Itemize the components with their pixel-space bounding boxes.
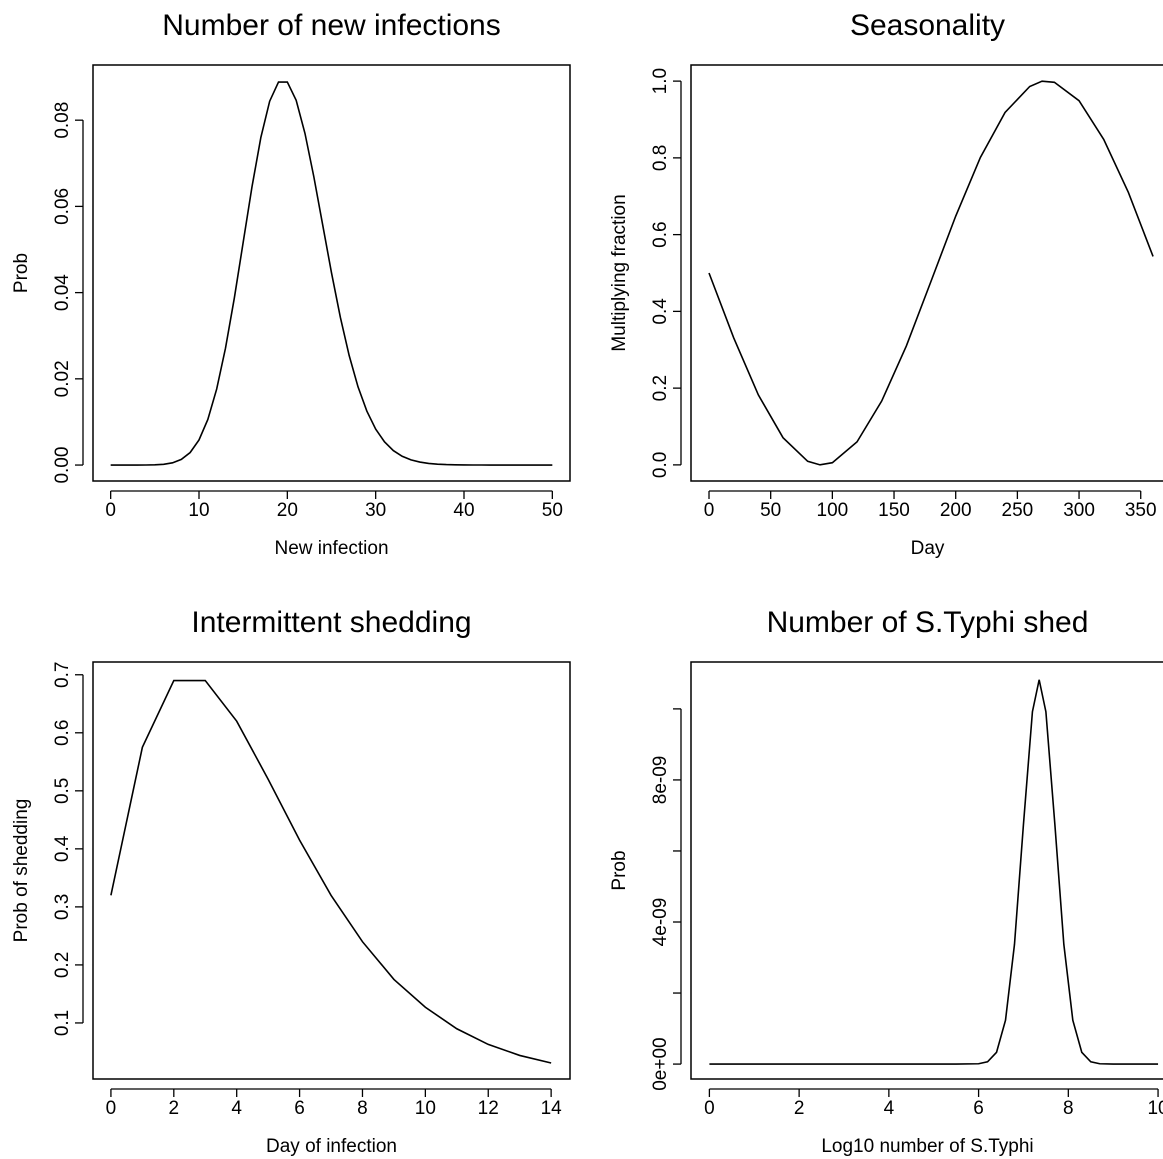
y-axis-label: Prob	[609, 850, 630, 890]
x-tick-label: 10	[188, 500, 209, 521]
y-axis-label: Prob	[11, 253, 32, 293]
y-tick-label: 0.4	[650, 298, 671, 325]
chart-title: Intermittent shedding	[191, 606, 471, 639]
data-line	[708, 80, 1154, 466]
y-tick-label: 0e+00	[650, 1037, 671, 1090]
y-tick-label: 0.2	[650, 375, 671, 401]
x-tick-label: 50	[542, 500, 563, 521]
x-tick-label: 8	[1063, 1098, 1074, 1119]
x-tick-label: 0	[704, 500, 715, 521]
y-tick-label: 0.6	[650, 221, 671, 247]
y-tick-label: 0.5	[52, 778, 73, 804]
y-tick-label: 0.06	[52, 188, 73, 225]
x-tick-label: 40	[453, 500, 474, 521]
y-tick-label: 0.0	[650, 452, 671, 478]
x-tick-label: 10	[1147, 1098, 1163, 1119]
plot-box	[690, 661, 1163, 1080]
x-tick-label: 6	[294, 1098, 305, 1119]
x-tick-label: 350	[1125, 500, 1157, 521]
x-axis-label: Day	[911, 538, 945, 559]
x-tick-label: 300	[1063, 500, 1095, 521]
x-axis-label: Log10 number of S.Typhi	[821, 1136, 1033, 1157]
y-axis-label: Multiplying fraction	[609, 194, 630, 351]
y-tick-label: 0.04	[52, 274, 73, 311]
x-tick-label: 2	[169, 1098, 180, 1119]
y-tick-label: 0.8	[650, 145, 671, 171]
y-tick-label: 0.00	[52, 447, 73, 484]
y-tick-label: 0.7	[52, 662, 73, 688]
chart-title: Number of new infections	[162, 9, 501, 42]
plot-box	[690, 64, 1163, 482]
y-tick-label: 0.4	[52, 835, 73, 862]
y-axis-label: Prob of shedding	[11, 799, 32, 943]
chart-title: Number of S.Typhi shed	[767, 606, 1089, 639]
x-axis-label: New infection	[274, 538, 388, 559]
x-tick-label: 6	[973, 1098, 984, 1119]
x-tick-label: 10	[415, 1098, 436, 1119]
x-tick-label: 4	[231, 1098, 242, 1119]
x-tick-label: 0	[106, 1098, 117, 1119]
x-tick-label: 14	[541, 1098, 563, 1119]
x-tick-label: 4	[884, 1098, 895, 1119]
y-tick-label: 0.08	[52, 102, 73, 139]
x-tick-label: 100	[817, 500, 849, 521]
y-tick-label: 0.2	[52, 952, 73, 978]
x-tick-label: 150	[878, 500, 910, 521]
y-tick-label: 0.3	[52, 894, 73, 920]
x-tick-label: 30	[365, 500, 386, 521]
x-tick-label: 8	[357, 1098, 368, 1119]
x-tick-label: 12	[478, 1098, 499, 1119]
y-tick-label: 4e-09	[650, 898, 671, 947]
y-tick-label: 1.0	[650, 68, 671, 94]
x-tick-label: 200	[940, 500, 972, 521]
x-tick-label: 0	[704, 1098, 715, 1119]
x-tick-label: 50	[760, 500, 781, 521]
data-line	[110, 81, 553, 466]
x-tick-label: 20	[277, 500, 298, 521]
x-tick-label: 2	[794, 1098, 805, 1119]
x-tick-label: 250	[1002, 500, 1034, 521]
y-tick-label: 0.6	[52, 720, 73, 746]
plot-box	[92, 661, 571, 1080]
data-line	[110, 679, 552, 1064]
chart-title: Seasonality	[850, 9, 1005, 42]
data-line	[709, 679, 1159, 1065]
x-axis-label: Day of infection	[266, 1136, 397, 1157]
y-tick-label: 0.02	[52, 360, 73, 397]
x-tick-label: 0	[105, 500, 116, 521]
y-tick-label: 8e-09	[650, 756, 671, 805]
plot-box	[92, 64, 571, 482]
y-tick-label: 0.1	[52, 1010, 73, 1036]
